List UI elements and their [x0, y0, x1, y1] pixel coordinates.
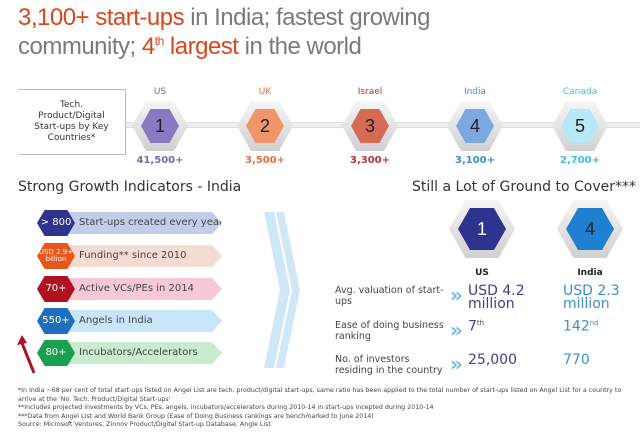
country-map-icon: 1 — [132, 101, 188, 151]
country-value: 3,500+ — [244, 155, 285, 166]
headline-text: in India; fastest growing — [184, 4, 430, 31]
country-name: India — [463, 87, 487, 97]
compare-row-label: No. of investors residing in the country — [335, 354, 443, 377]
countries-label: Tech. Product/Digital Start-ups by Key C… — [18, 89, 126, 155]
us-value-text: 7 — [468, 318, 477, 335]
footnote: *In India ~68 per cent of total start-up… — [18, 387, 622, 403]
footnotes: *In India ~68 per cent of total start-up… — [18, 387, 628, 430]
us-value-text: 25,000 — [468, 352, 517, 368]
country-map-icon: 5 — [552, 101, 608, 151]
country-map-icon: 2 — [237, 101, 293, 151]
indicator-label: Funding** since 2010 — [57, 245, 222, 267]
country-rank: 4 — [456, 109, 494, 143]
country-name: UK — [258, 87, 272, 97]
india-rank: 4 — [566, 208, 614, 250]
country-name: Canada — [562, 87, 598, 97]
country-rank: 1 — [141, 109, 179, 143]
india-value-text: 770 — [563, 352, 590, 368]
headline-line-2: community; 4th largest in the world — [18, 33, 362, 61]
country-name: Israel — [357, 87, 383, 97]
footnote: ***Data from Angel List and World Bank G… — [18, 412, 374, 420]
country-us: US 1 41,500+ — [120, 87, 200, 166]
source-note: Source: Microsoft Ventures, Zinnov Produ… — [18, 421, 271, 428]
country-value: 2,700+ — [559, 155, 600, 166]
headline-highlight: 3,100+ start-ups — [18, 4, 185, 31]
compare-india: 4 India — [550, 196, 630, 278]
compare-row-label: Ease of doing business ranking — [335, 320, 444, 343]
us-map-icon: 1 — [449, 200, 515, 258]
indicator-label: Start-ups created every year — [57, 212, 222, 234]
country-map-icon: 3 — [342, 101, 398, 151]
chevron-icon: » — [450, 318, 463, 342]
rank-number: 4 — [141, 33, 155, 60]
us-value-text: USD 4.2 million — [468, 283, 525, 313]
country-value: 3,100+ — [454, 155, 495, 166]
country-india: India 4 3,100+ — [435, 87, 515, 166]
us-value: 7th — [468, 320, 548, 334]
largest-text: largest — [163, 33, 239, 60]
us-value-suffix: th — [476, 319, 485, 327]
us-value: 25,000 — [468, 352, 548, 368]
rank-suffix: th — [154, 34, 165, 48]
country-uk: UK 2 3,500+ — [225, 87, 305, 166]
growth-indicator: 80+ Incubators/Accelerators — [37, 340, 222, 366]
india-label: India — [577, 268, 603, 278]
us-rank: 1 — [458, 208, 506, 250]
compare-us: 1 US — [442, 196, 522, 278]
india-value: 142nd — [563, 320, 638, 334]
indicator-label: Angels in India — [57, 310, 222, 332]
countries-label-text: Tech. Product/Digital Start-ups by Key C… — [34, 99, 109, 144]
us-value: USD 4.2 million — [468, 283, 548, 313]
india-value-text: USD 2.3 million — [563, 283, 620, 313]
india-value-text: 142 — [563, 318, 590, 335]
growth-indicator: USD 2.9+ billion Funding** since 2010 — [37, 243, 222, 269]
growth-indicator: 550+ Angels in India — [37, 308, 222, 334]
us-label: US — [475, 268, 489, 278]
indicator-value: USD 2.9+ billion — [37, 243, 75, 269]
indicator-value: 80+ — [37, 340, 75, 366]
growth-indicator: 70+ Active VCs/PEs in 2014 — [37, 276, 222, 302]
indicator-label: Active VCs/PEs in 2014 — [57, 278, 222, 300]
india-value: 770 — [563, 352, 638, 368]
headline-highlight: 4th largest — [142, 33, 239, 60]
country-rank: 2 — [246, 109, 284, 143]
growth-title: Strong Growth Indicators - India — [18, 179, 242, 195]
headline-line-1: 3,100+ start-ups in India; fastest growi… — [18, 4, 430, 32]
headline-text: community; — [18, 33, 142, 60]
indicator-label: Incubators/Accelerators — [57, 342, 222, 364]
country-canada: Canada 5 2,700+ — [540, 87, 620, 166]
indicator-value: > 800 — [37, 210, 75, 236]
india-value: USD 2.3 million — [563, 283, 638, 313]
country-value: 3,300+ — [349, 155, 390, 166]
country-rank: 3 — [351, 109, 389, 143]
country-israel: Israel 3 3,300+ — [330, 87, 410, 166]
country-name: US — [153, 87, 167, 97]
growth-indicator: > 800 Start-ups created every year — [37, 210, 222, 236]
indicator-value: 70+ — [37, 276, 75, 302]
indicator-value: 550+ — [37, 308, 75, 334]
india-map-icon: 4 — [557, 200, 623, 258]
india-value-suffix: nd — [589, 319, 599, 327]
country-rank: 5 — [561, 109, 599, 143]
chevron-icon: » — [450, 283, 463, 307]
compare-title: Still a Lot of Ground to Cover*** — [412, 179, 636, 195]
country-map-icon: 4 — [447, 101, 503, 151]
headline-text: in the world — [238, 33, 362, 60]
chevron-icon: » — [450, 352, 463, 376]
country-value: 41,500+ — [136, 155, 184, 166]
chevron-arrow-icon — [264, 212, 300, 368]
footnote: **Includes projected investments by VCs,… — [18, 404, 434, 411]
growth-arrow-icon — [17, 335, 36, 374]
compare-row-label: Avg. valuation of start-ups — [335, 285, 444, 308]
